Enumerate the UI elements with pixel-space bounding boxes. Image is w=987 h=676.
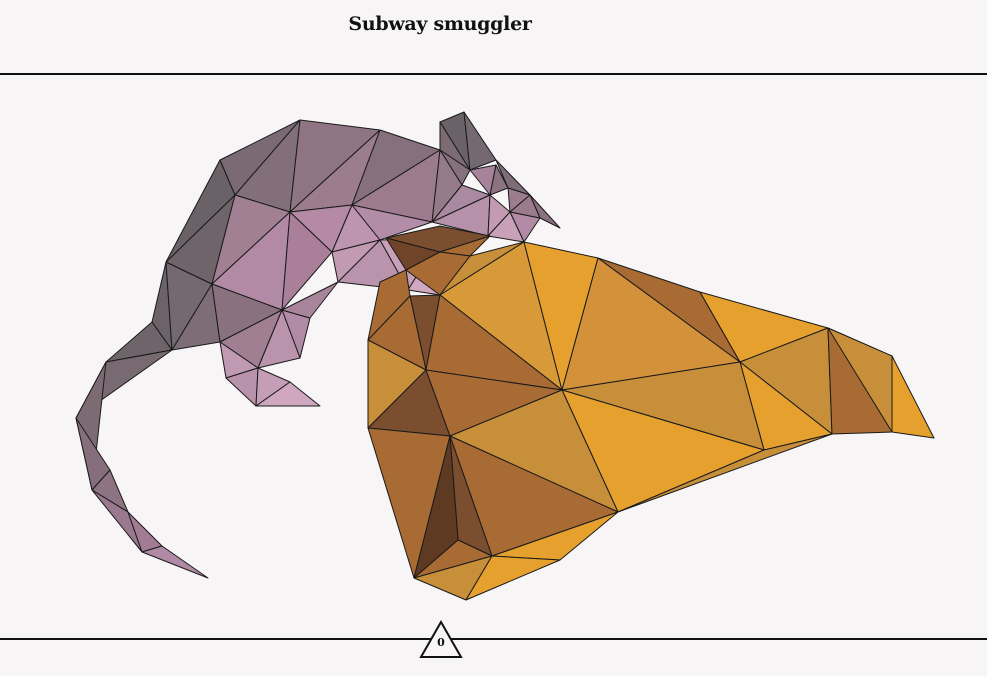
cheese-figure <box>367 225 935 601</box>
rat-leg-shard <box>257 309 301 369</box>
footer-divider <box>0 638 987 640</box>
triangle-icon <box>419 620 463 658</box>
move-counter[interactable]: 0 <box>418 620 464 660</box>
rat-head-shard <box>509 194 541 219</box>
rat-tail-shard <box>141 545 209 579</box>
rat-head-shard <box>487 211 525 243</box>
header-divider <box>0 73 987 75</box>
rat-head-shard <box>489 164 509 196</box>
rat-body-shard <box>351 204 433 241</box>
counter-value: 0 <box>437 636 445 649</box>
cheese-shard <box>617 433 833 513</box>
rat-leg-shard <box>255 381 321 407</box>
cheese-shard <box>465 555 561 601</box>
puzzle-title: Subway smuggler <box>348 13 532 35</box>
rat-head-shard <box>463 111 497 171</box>
cheese-shard <box>891 355 935 439</box>
rat-leg-shard <box>281 281 339 319</box>
